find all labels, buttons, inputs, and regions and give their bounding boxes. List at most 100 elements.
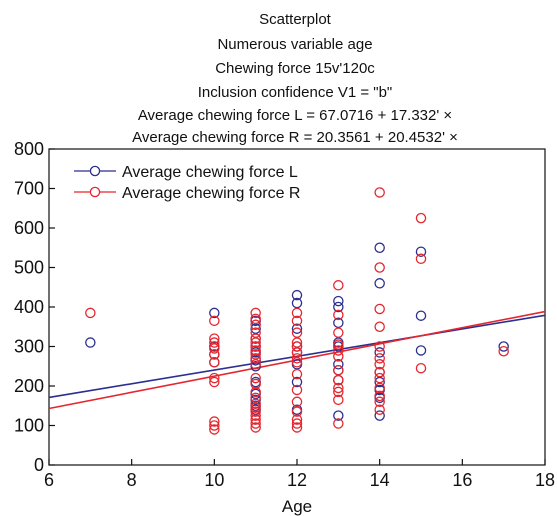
point-l: [374, 410, 385, 421]
point-r: [250, 353, 261, 364]
point-r: [250, 402, 261, 413]
point-r: [498, 345, 509, 357]
point-r: [291, 422, 303, 433]
point-l: [85, 337, 96, 348]
point-r: [250, 337, 261, 348]
point-r: [291, 357, 303, 368]
point-l: [291, 289, 303, 301]
legend-marker-l: [89, 165, 101, 177]
title-line: Numerous variable age: [217, 36, 372, 53]
legend-label-l: Average chewing force L: [122, 164, 298, 181]
point-r: [333, 418, 344, 429]
point-r: [291, 347, 303, 358]
point-r: [250, 333, 261, 344]
point-l: [498, 341, 509, 352]
x-tick-label: 18: [535, 470, 555, 490]
point-l: [415, 246, 427, 257]
point-r: [209, 376, 220, 388]
y-tick-label: 100: [14, 416, 44, 436]
x-axis-label: Age: [282, 497, 312, 516]
point-r: [291, 396, 303, 408]
point-r: [333, 327, 344, 338]
x-tick-label: 10: [204, 470, 224, 490]
point-r: [291, 368, 303, 380]
point-l: [291, 376, 303, 388]
point-r: [333, 339, 344, 350]
point-l: [374, 278, 385, 289]
point-l: [374, 242, 385, 253]
point-r: [333, 382, 344, 394]
point-r: [291, 414, 303, 425]
point-r: [250, 398, 261, 410]
point-r: [374, 187, 385, 198]
x-tick-label: 14: [370, 470, 390, 490]
point-r: [291, 406, 303, 417]
point-r: [250, 349, 261, 360]
x-tick-label: 12: [287, 470, 307, 490]
point-l: [333, 317, 344, 329]
point-l: [291, 323, 303, 334]
point-l: [415, 345, 427, 356]
legend: Average chewing force L Average chewing …: [74, 164, 300, 202]
data-points: [85, 187, 509, 435]
x-tick-label: 8: [127, 470, 137, 490]
point-r: [333, 351, 344, 362]
point-r: [250, 341, 261, 352]
y-tick-label: 600: [14, 218, 44, 238]
point-r: [250, 319, 261, 331]
point-l: [374, 376, 385, 388]
point-l: [209, 307, 220, 319]
point-r: [250, 307, 261, 319]
title-line: Average chewing force R = 20.3561 + 20.4…: [132, 129, 458, 146]
point-r: [291, 384, 303, 396]
point-r: [250, 359, 261, 370]
point-r: [209, 337, 220, 348]
point-r: [374, 341, 385, 352]
point-r: [374, 390, 385, 402]
y-tick-label: 800: [14, 139, 44, 159]
point-r: [209, 372, 220, 384]
point-r: [291, 315, 303, 327]
point-r: [291, 353, 303, 364]
point-r: [250, 410, 261, 421]
point-r: [333, 386, 344, 398]
title-line: Inclusion confidence V1 = "b": [198, 84, 393, 101]
point-l: [374, 347, 385, 358]
y-tick-label: 200: [14, 376, 44, 396]
point-r: [374, 382, 385, 394]
point-r: [250, 414, 261, 425]
point-l: [415, 310, 427, 321]
point-r: [209, 333, 220, 344]
point-r: [291, 307, 303, 319]
point-r: [209, 357, 220, 368]
point-r: [333, 345, 344, 356]
legend-label-r: Average chewing force R: [122, 185, 300, 202]
point-r: [250, 345, 261, 356]
point-r: [85, 307, 96, 319]
point-r: [333, 364, 344, 376]
point-r: [250, 313, 261, 325]
point-r: [333, 309, 344, 321]
y-tick-label: 400: [14, 297, 44, 317]
x-tick-label: 16: [452, 470, 472, 490]
point-r: [250, 386, 261, 398]
y-tick-label: 300: [14, 337, 44, 357]
y-tick-label: 500: [14, 258, 44, 278]
point-r: [291, 327, 303, 338]
fit-line-l: [48, 314, 546, 399]
point-r: [333, 280, 344, 291]
point-r: [209, 420, 220, 431]
point-r: [374, 372, 385, 384]
point-r: [209, 343, 220, 354]
point-r: [291, 337, 303, 348]
point-r: [291, 418, 303, 429]
point-l: [333, 295, 344, 307]
x-tick-label: 6: [44, 470, 54, 490]
point-r: [209, 315, 220, 327]
y-tick-label: 0: [34, 455, 44, 475]
point-l: [250, 323, 261, 334]
point-l: [333, 359, 344, 370]
point-r: [333, 394, 344, 406]
point-r: [209, 416, 220, 427]
